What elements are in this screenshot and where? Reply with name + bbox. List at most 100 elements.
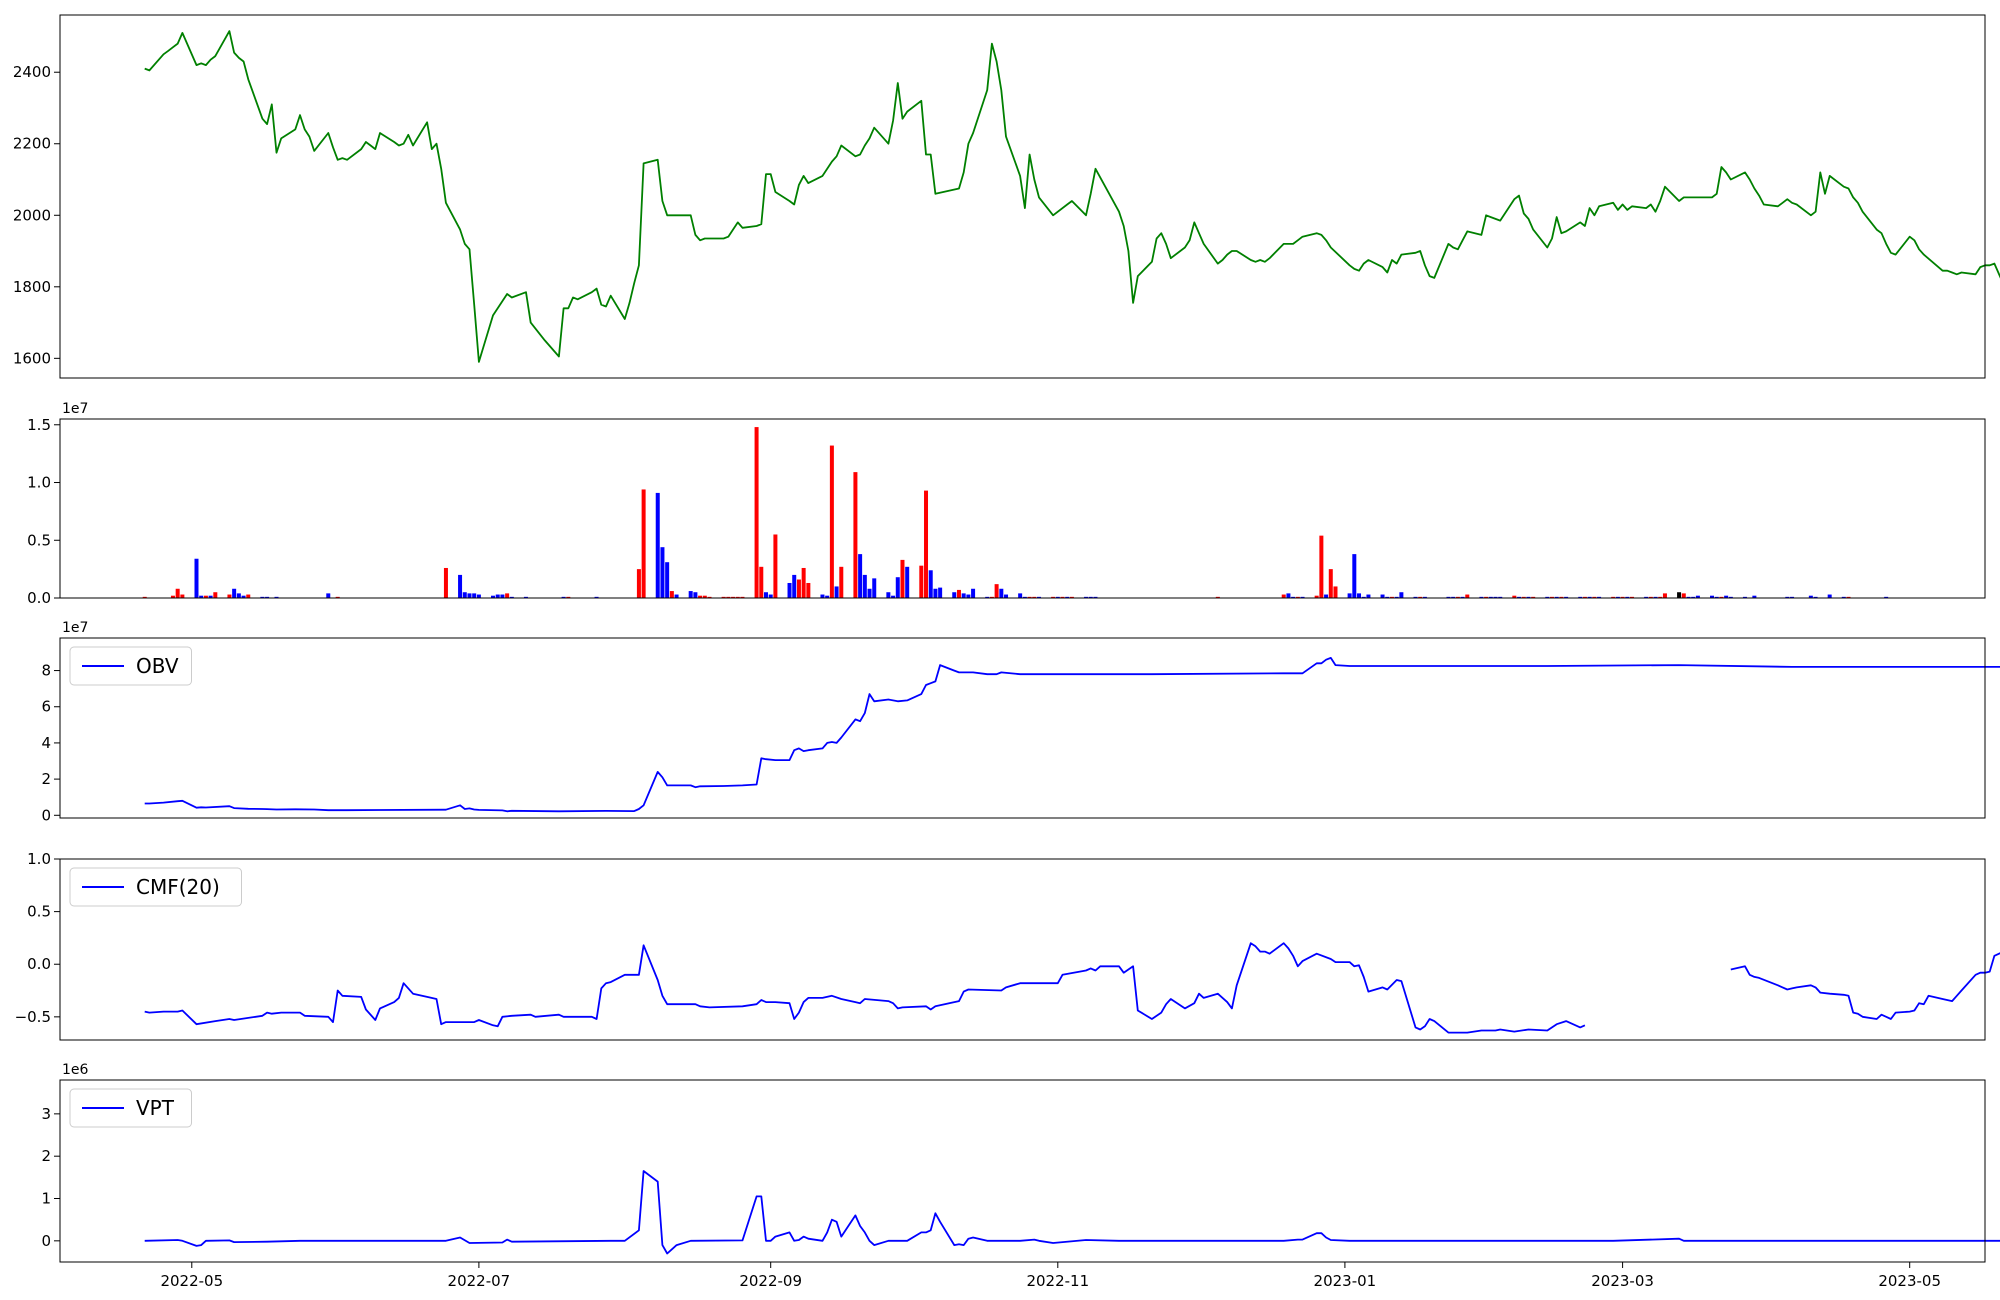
volume-bar [820, 594, 825, 598]
y-tick-label: 1600 [13, 349, 51, 367]
volume-bar [735, 596, 740, 598]
volume-bar [693, 592, 698, 598]
volume-bar [1465, 594, 1470, 598]
series-line [144, 942, 1586, 1034]
volume-bar [1785, 596, 1790, 598]
volume-bar [1719, 596, 1724, 598]
volume-bar [458, 574, 463, 598]
volume-bar [1658, 596, 1663, 598]
volume-bar [763, 592, 768, 598]
volume-bar [1451, 596, 1456, 598]
volume-bar [472, 593, 477, 598]
volume-bar [213, 592, 218, 598]
volume-bar [1813, 596, 1818, 598]
volume-bar [905, 566, 910, 598]
y-tick-label: 8 [41, 662, 51, 680]
volume-bar [1592, 596, 1597, 598]
volume-bar [1380, 594, 1385, 598]
volume-bar [806, 582, 811, 598]
volume-bar [796, 579, 801, 598]
y-tick-label: 1 [41, 1190, 51, 1208]
volume-bar [825, 595, 830, 598]
y-tick-label: 0.0 [27, 589, 51, 607]
volume-bar [674, 594, 679, 598]
volume-bar [966, 594, 971, 598]
volume-bar [241, 595, 246, 598]
volume-bar [1625, 596, 1630, 598]
volume-bar [999, 588, 1004, 598]
volume-bar [1291, 596, 1296, 598]
volume-bar [641, 489, 646, 598]
volume-bar [1347, 593, 1352, 598]
y-tick-label: 2 [41, 770, 51, 788]
volume-bar [1413, 596, 1418, 598]
y-tick-label: 2000 [13, 206, 51, 224]
volume-bar [801, 567, 806, 598]
volume-bar [702, 595, 707, 598]
volume-bar [858, 554, 863, 598]
volume-bar [759, 566, 764, 598]
y-tick-label: 2200 [13, 135, 51, 153]
volume-bar [180, 594, 185, 598]
volume-bar [1446, 596, 1451, 598]
volume-bar [792, 574, 797, 598]
y-tick-label: 3 [41, 1105, 51, 1123]
axes-frame [59, 418, 1986, 599]
vpt-panel: 0 1 2 3 1e6 VPT 2022-05 2022-07 2022-09 2022-11 20… [41, 1062, 2000, 1290]
legend-label: OBV [136, 654, 179, 678]
volume-bar [1615, 596, 1620, 598]
volume-bar [1884, 596, 1889, 598]
y-tick-label: 6 [41, 698, 51, 716]
volume-bar [1036, 596, 1041, 598]
volume-panel: 0.0 0.5 1.0 1.5 1e7 [27, 401, 1986, 607]
cmf-panel: −0.5 0.0 0.5 1.0 CMF(20) [15, 850, 2000, 1041]
volume-bar [326, 593, 331, 598]
axes-frame [59, 637, 1986, 819]
volume-bar [1695, 595, 1700, 598]
legend-label: VPT [136, 1096, 175, 1120]
volume-bar [1069, 596, 1074, 598]
volume-bar [721, 596, 726, 598]
axes-frame [59, 1079, 1986, 1263]
volume-bar [1648, 596, 1653, 598]
y-tick-label: 1.0 [27, 474, 51, 492]
volume-bar [1752, 595, 1757, 598]
volume-bar [335, 596, 340, 598]
y-tick-label: 0 [41, 806, 51, 824]
volume-bar [1399, 592, 1404, 598]
volume-bar [1677, 592, 1682, 598]
volume-bar [900, 559, 905, 598]
volume-bar [1587, 596, 1592, 598]
offset-label: 1e7 [62, 401, 88, 417]
volume-bar [509, 596, 514, 598]
axes-frame [59, 858, 1986, 1041]
volume-bar [989, 596, 994, 598]
volume-bar [566, 596, 571, 598]
volume-bar [1498, 596, 1503, 598]
volume-bar [265, 596, 270, 598]
volume-bar [1357, 593, 1362, 598]
volume-bar [1517, 596, 1522, 598]
volume-bar [1578, 596, 1583, 598]
volume-bar [170, 595, 175, 598]
volume-bar [561, 596, 566, 598]
volume-bar [1319, 535, 1324, 598]
y-tick-label: 2400 [13, 63, 51, 81]
volume-bar [1215, 596, 1220, 598]
volume-bar [1582, 596, 1587, 598]
volume-bar [1027, 596, 1032, 598]
volume-bar [1710, 595, 1715, 598]
volume-bar [1422, 596, 1427, 598]
volume-bar [829, 445, 834, 598]
volume-bar [1808, 595, 1813, 598]
volume-bar [260, 596, 265, 598]
volume-bar [971, 588, 976, 598]
volume-bar [1022, 596, 1027, 598]
volume-bar [886, 592, 891, 598]
volume-bar [1418, 596, 1423, 598]
volume-bar [891, 595, 896, 598]
volume-bar [1484, 596, 1489, 598]
volume-bar [1295, 596, 1300, 598]
volume-bar [175, 588, 180, 598]
volume-bar [928, 570, 933, 598]
